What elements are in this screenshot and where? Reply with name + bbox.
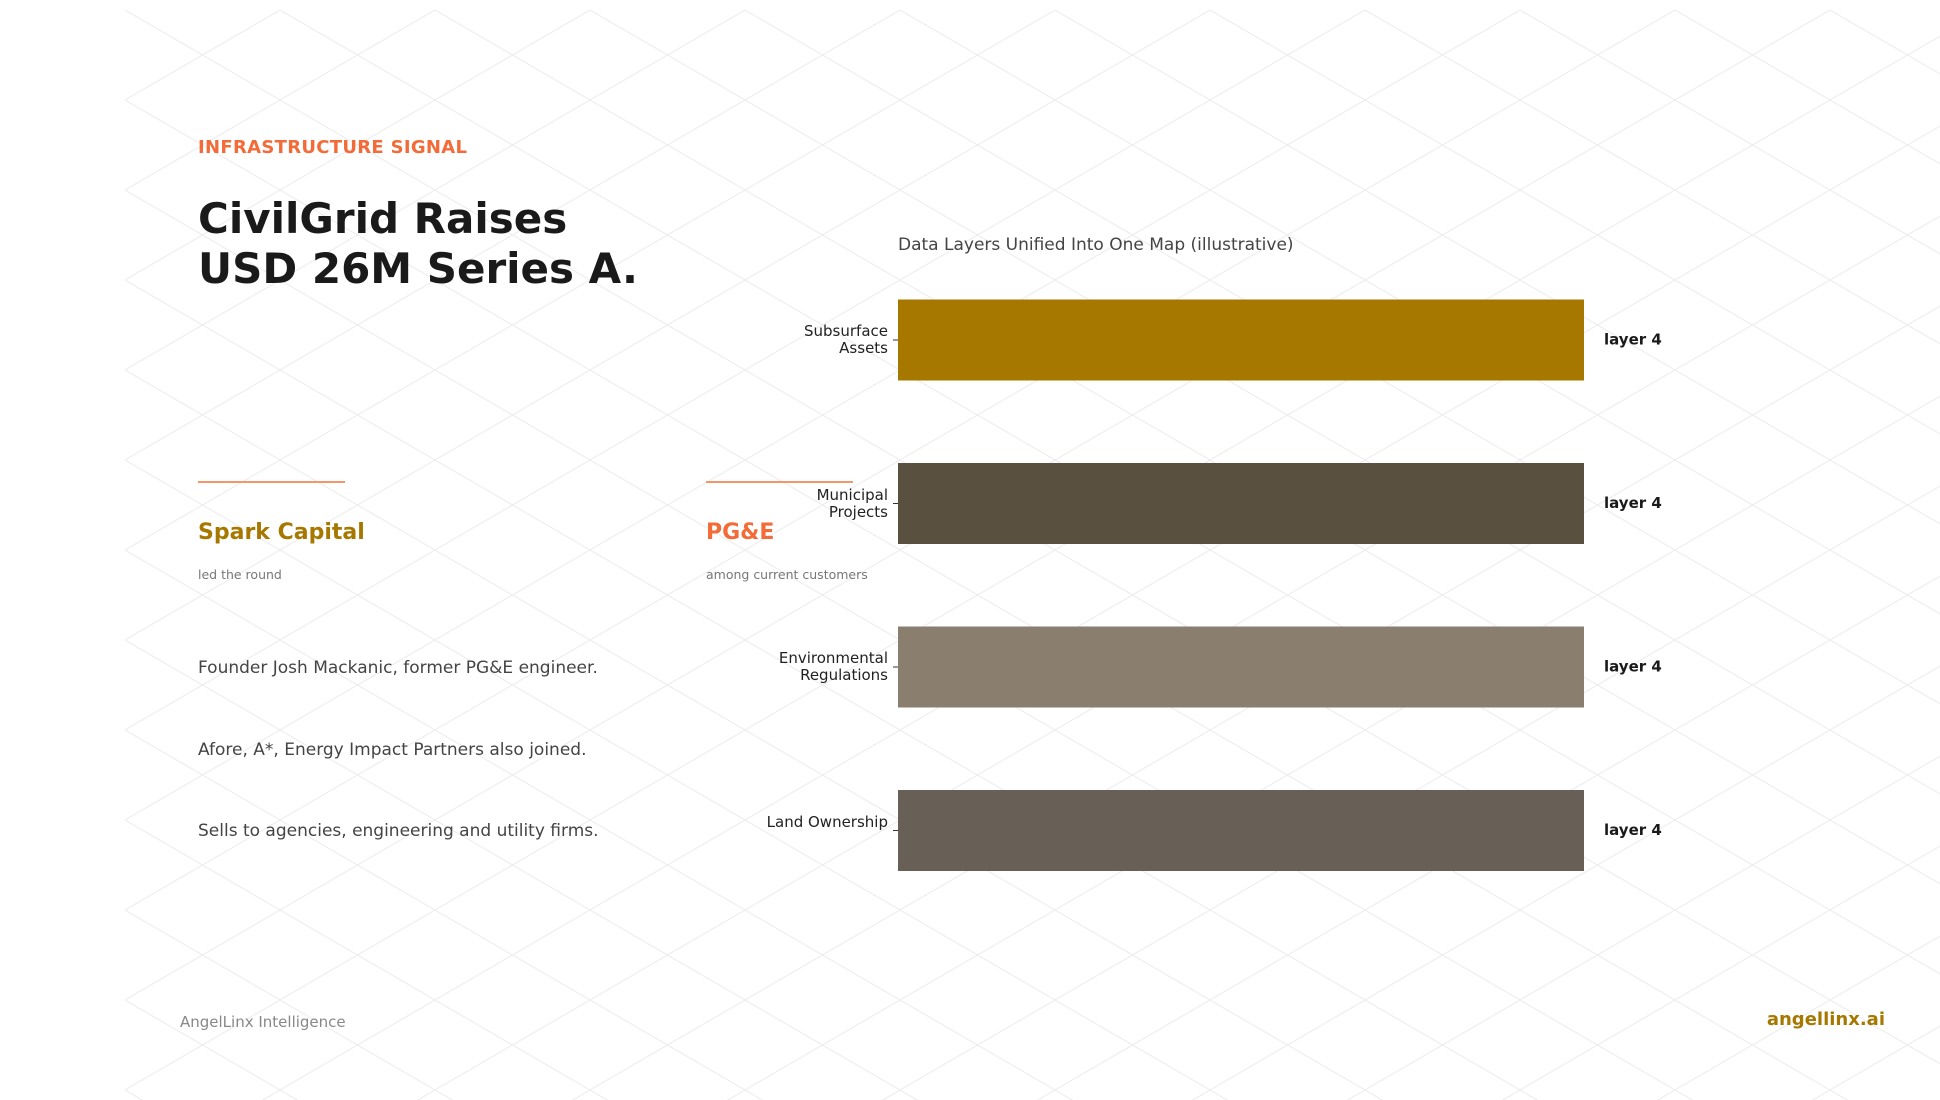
stat-caption: among current customers — [706, 567, 868, 582]
value-label: layer 4 — [1604, 821, 1662, 839]
value-label: layer 4 — [1604, 494, 1662, 512]
kicker: INFRASTRUCTURE SIGNAL — [198, 137, 468, 158]
title-line: CivilGrid Raises — [198, 194, 568, 243]
category-label: Subsurface Assets — [804, 322, 888, 357]
footer-source: AngelLinx Intelligence — [180, 1013, 346, 1031]
bar — [898, 463, 1584, 544]
bullet: Founder Josh Mackanic, former PG&E engin… — [198, 658, 598, 678]
stat-value: Spark Capital — [198, 520, 365, 545]
bar — [898, 299, 1584, 381]
accent-rule — [198, 481, 345, 483]
value-label: layer 4 — [1604, 331, 1662, 349]
bar — [898, 626, 1584, 708]
footer-brand: angellinx.ai — [1766, 1009, 1885, 1030]
accent-rule — [706, 481, 853, 483]
bullet: Sells to agencies, engineering and utili… — [198, 821, 599, 841]
category-label: Municipal Projects — [816, 485, 888, 521]
category-label: Land Ownership — [766, 812, 888, 831]
chart-title: Data Layers Unified Into One Map (illust… — [898, 235, 1294, 255]
bar — [898, 790, 1584, 871]
title-line: USD 26M Series A. — [198, 244, 638, 293]
bullet: Afore, A*, Energy Impact Partners also j… — [198, 740, 587, 760]
stat-caption: led the round — [198, 567, 282, 582]
category-label: Environmental Regulations — [778, 649, 888, 684]
value-label: layer 4 — [1604, 658, 1662, 676]
stat-value: PG&E — [706, 520, 775, 545]
